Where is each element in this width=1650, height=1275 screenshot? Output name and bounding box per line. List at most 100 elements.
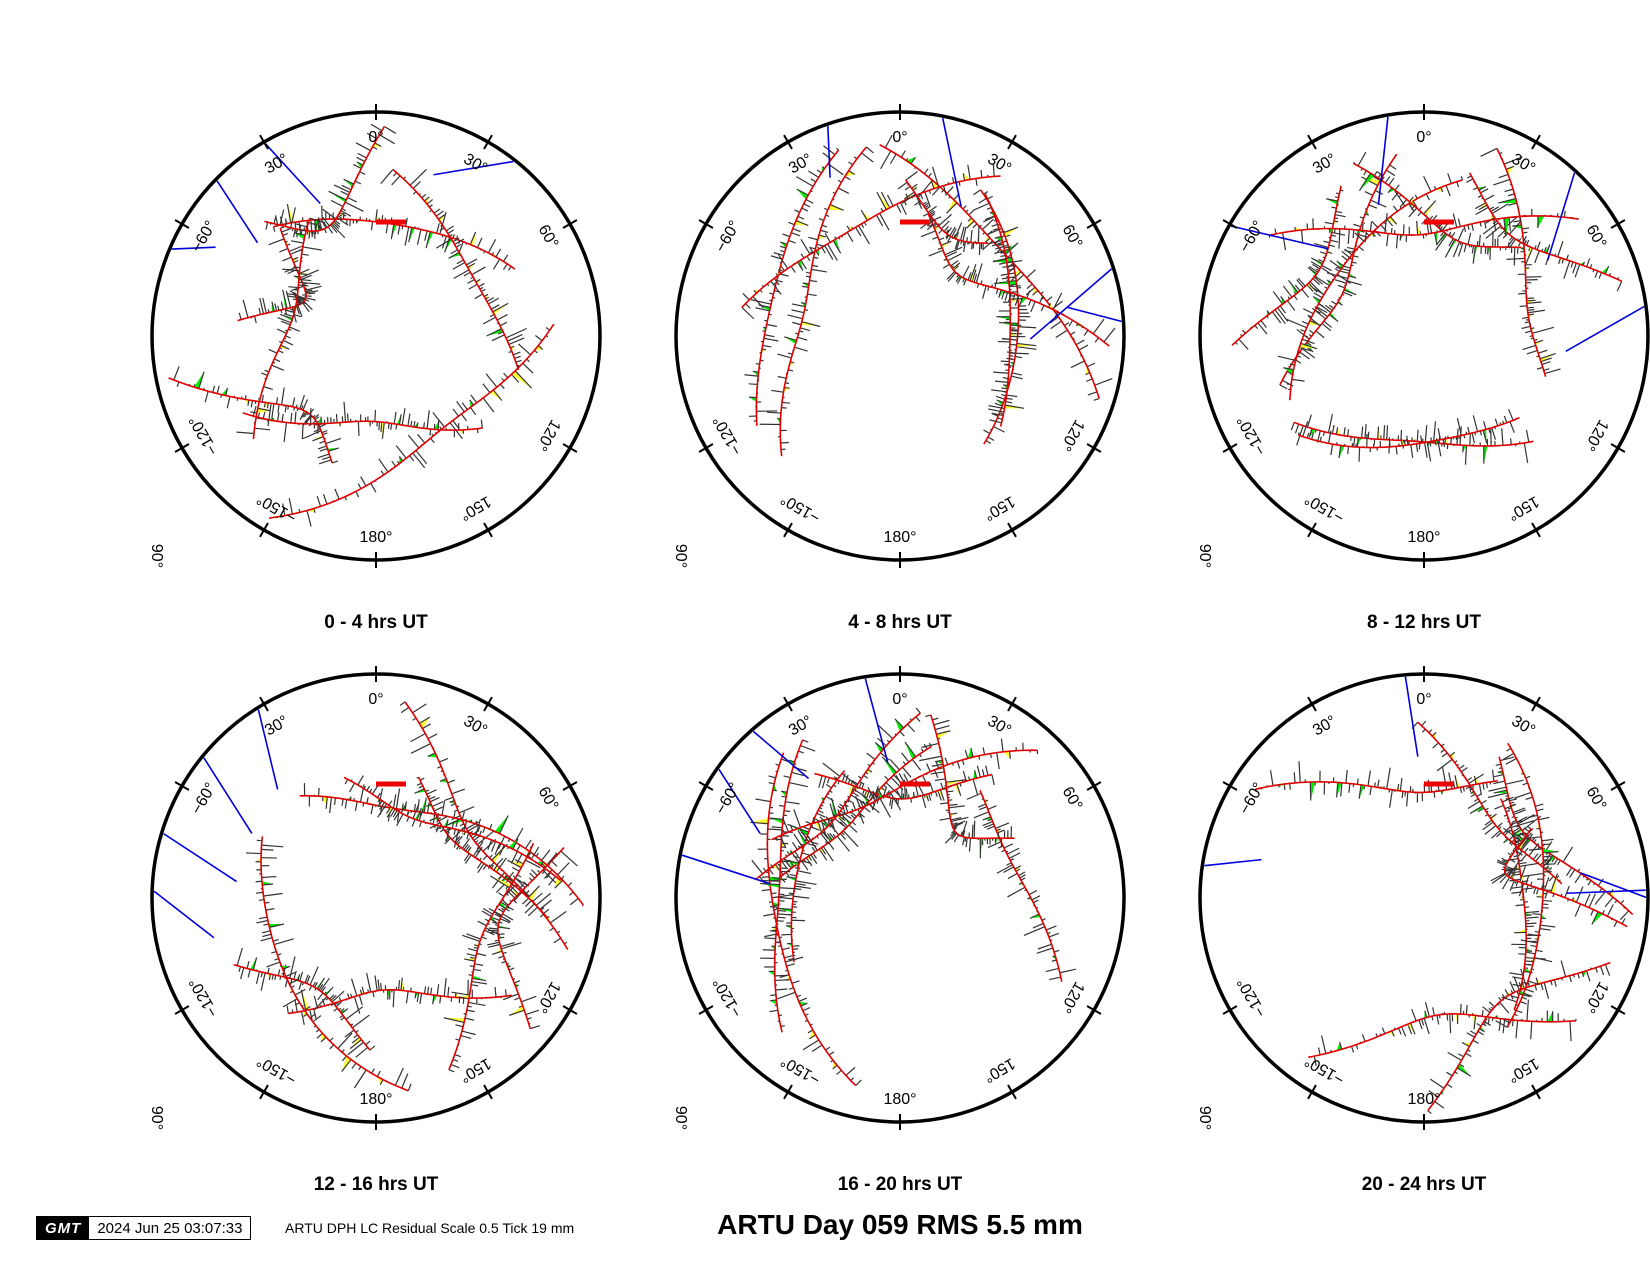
residual-spike xyxy=(1036,947,1054,954)
residual-spike xyxy=(847,799,853,803)
residual-spike xyxy=(848,161,853,166)
residual-fill xyxy=(443,819,448,828)
residual-spike xyxy=(973,811,990,819)
residual-fill xyxy=(396,414,402,425)
residual-spike xyxy=(1522,235,1527,244)
azimuth-tick-label: 30° xyxy=(262,151,291,178)
residual-spike xyxy=(1508,217,1512,232)
satellite-track xyxy=(1411,720,1563,885)
residual-spike xyxy=(430,437,435,444)
residual-spike xyxy=(1494,774,1504,778)
residual-spike xyxy=(1312,295,1321,302)
residual-spike xyxy=(1358,172,1371,191)
residual-spike xyxy=(775,988,788,991)
residual-spike xyxy=(262,297,267,314)
residual-spike xyxy=(1522,231,1528,234)
residual-spike xyxy=(1511,1019,1514,1027)
residual-fill xyxy=(317,416,322,424)
residual-spike xyxy=(302,411,307,418)
residual-spike xyxy=(1478,783,1482,796)
residual-fill xyxy=(1432,732,1437,740)
residual-spike xyxy=(1446,1071,1453,1077)
residual-spike xyxy=(1521,996,1527,1000)
residual-spike xyxy=(427,752,436,758)
residual-spike xyxy=(1542,843,1551,846)
residual-spike xyxy=(1493,219,1497,232)
residual-spike xyxy=(447,229,455,235)
residual-spike xyxy=(1008,292,1012,302)
residual-spike xyxy=(486,297,495,303)
residual-spike xyxy=(263,892,283,897)
residual-spike xyxy=(356,156,366,163)
residual-spike xyxy=(929,782,934,793)
azimuth-tick-label: 0° xyxy=(1416,691,1431,708)
residual-spike xyxy=(808,236,818,241)
residual-spike xyxy=(1335,210,1343,214)
residual-spike xyxy=(851,779,859,785)
residual-spike xyxy=(914,200,921,206)
residual-spike xyxy=(910,156,917,165)
residual-spike xyxy=(553,937,562,944)
residual-spike xyxy=(1358,234,1369,238)
residual-fill xyxy=(320,1033,327,1042)
residual-spike xyxy=(451,991,470,996)
residual-spike xyxy=(1503,1019,1510,1024)
residual-spike xyxy=(512,899,518,904)
residual-spike xyxy=(1469,805,1483,815)
residual-spike xyxy=(826,833,833,841)
residual-fill xyxy=(458,429,464,434)
residual-spike xyxy=(1501,859,1508,864)
residual-spike xyxy=(1510,866,1518,879)
residual-spike xyxy=(1358,784,1362,799)
azimuth-tick-label: −120° xyxy=(710,975,746,1020)
residual-spike xyxy=(173,366,180,381)
residual-spike xyxy=(236,947,243,966)
residual-spike xyxy=(1564,885,1570,898)
residual-fill xyxy=(489,389,502,401)
residual-spike xyxy=(409,455,415,462)
residual-spike xyxy=(1498,197,1516,204)
residual-spike xyxy=(968,209,975,216)
residual-spike xyxy=(332,222,340,230)
residual-spike xyxy=(1297,277,1306,287)
azimuth-tick-label: −120° xyxy=(710,413,746,458)
residual-spike xyxy=(1512,845,1517,851)
track-arc xyxy=(404,701,569,951)
residual-spike xyxy=(482,864,487,870)
residual-spike xyxy=(491,841,497,852)
residual-spike xyxy=(967,164,971,180)
residual-spike xyxy=(1297,432,1300,436)
residual-spike xyxy=(952,820,966,827)
residual-spike xyxy=(269,923,285,928)
satellite-track xyxy=(343,775,565,886)
residual-spike xyxy=(357,483,362,489)
residual-spike xyxy=(426,789,437,795)
residual-spike xyxy=(527,885,540,899)
residual-spike xyxy=(986,825,995,830)
residual-spike xyxy=(1539,353,1556,360)
residual-spike xyxy=(353,1069,367,1089)
residual-spike xyxy=(238,966,242,972)
residual-spike xyxy=(404,226,410,246)
residual-spike xyxy=(1415,443,1419,452)
residual-spike xyxy=(968,832,970,838)
residual-spike xyxy=(477,920,487,927)
track-arc xyxy=(1279,153,1398,386)
residual-spike xyxy=(1483,421,1487,430)
azimuth-tick xyxy=(174,781,190,791)
residual-spike xyxy=(391,175,401,186)
residual-spike xyxy=(497,926,510,930)
residual-spike xyxy=(277,404,280,413)
residual-spike xyxy=(1487,792,1508,799)
residual-spike xyxy=(284,405,287,413)
residual-spike xyxy=(954,222,963,239)
low-elevation-segment xyxy=(1067,306,1122,323)
residual-spike xyxy=(1483,221,1487,229)
residual-spike xyxy=(945,251,958,258)
residual-spike xyxy=(393,411,397,424)
residual-fill xyxy=(1310,781,1316,801)
residual-spike xyxy=(216,385,220,394)
residual-spike xyxy=(444,837,452,845)
residual-spike xyxy=(1520,1000,1527,1005)
